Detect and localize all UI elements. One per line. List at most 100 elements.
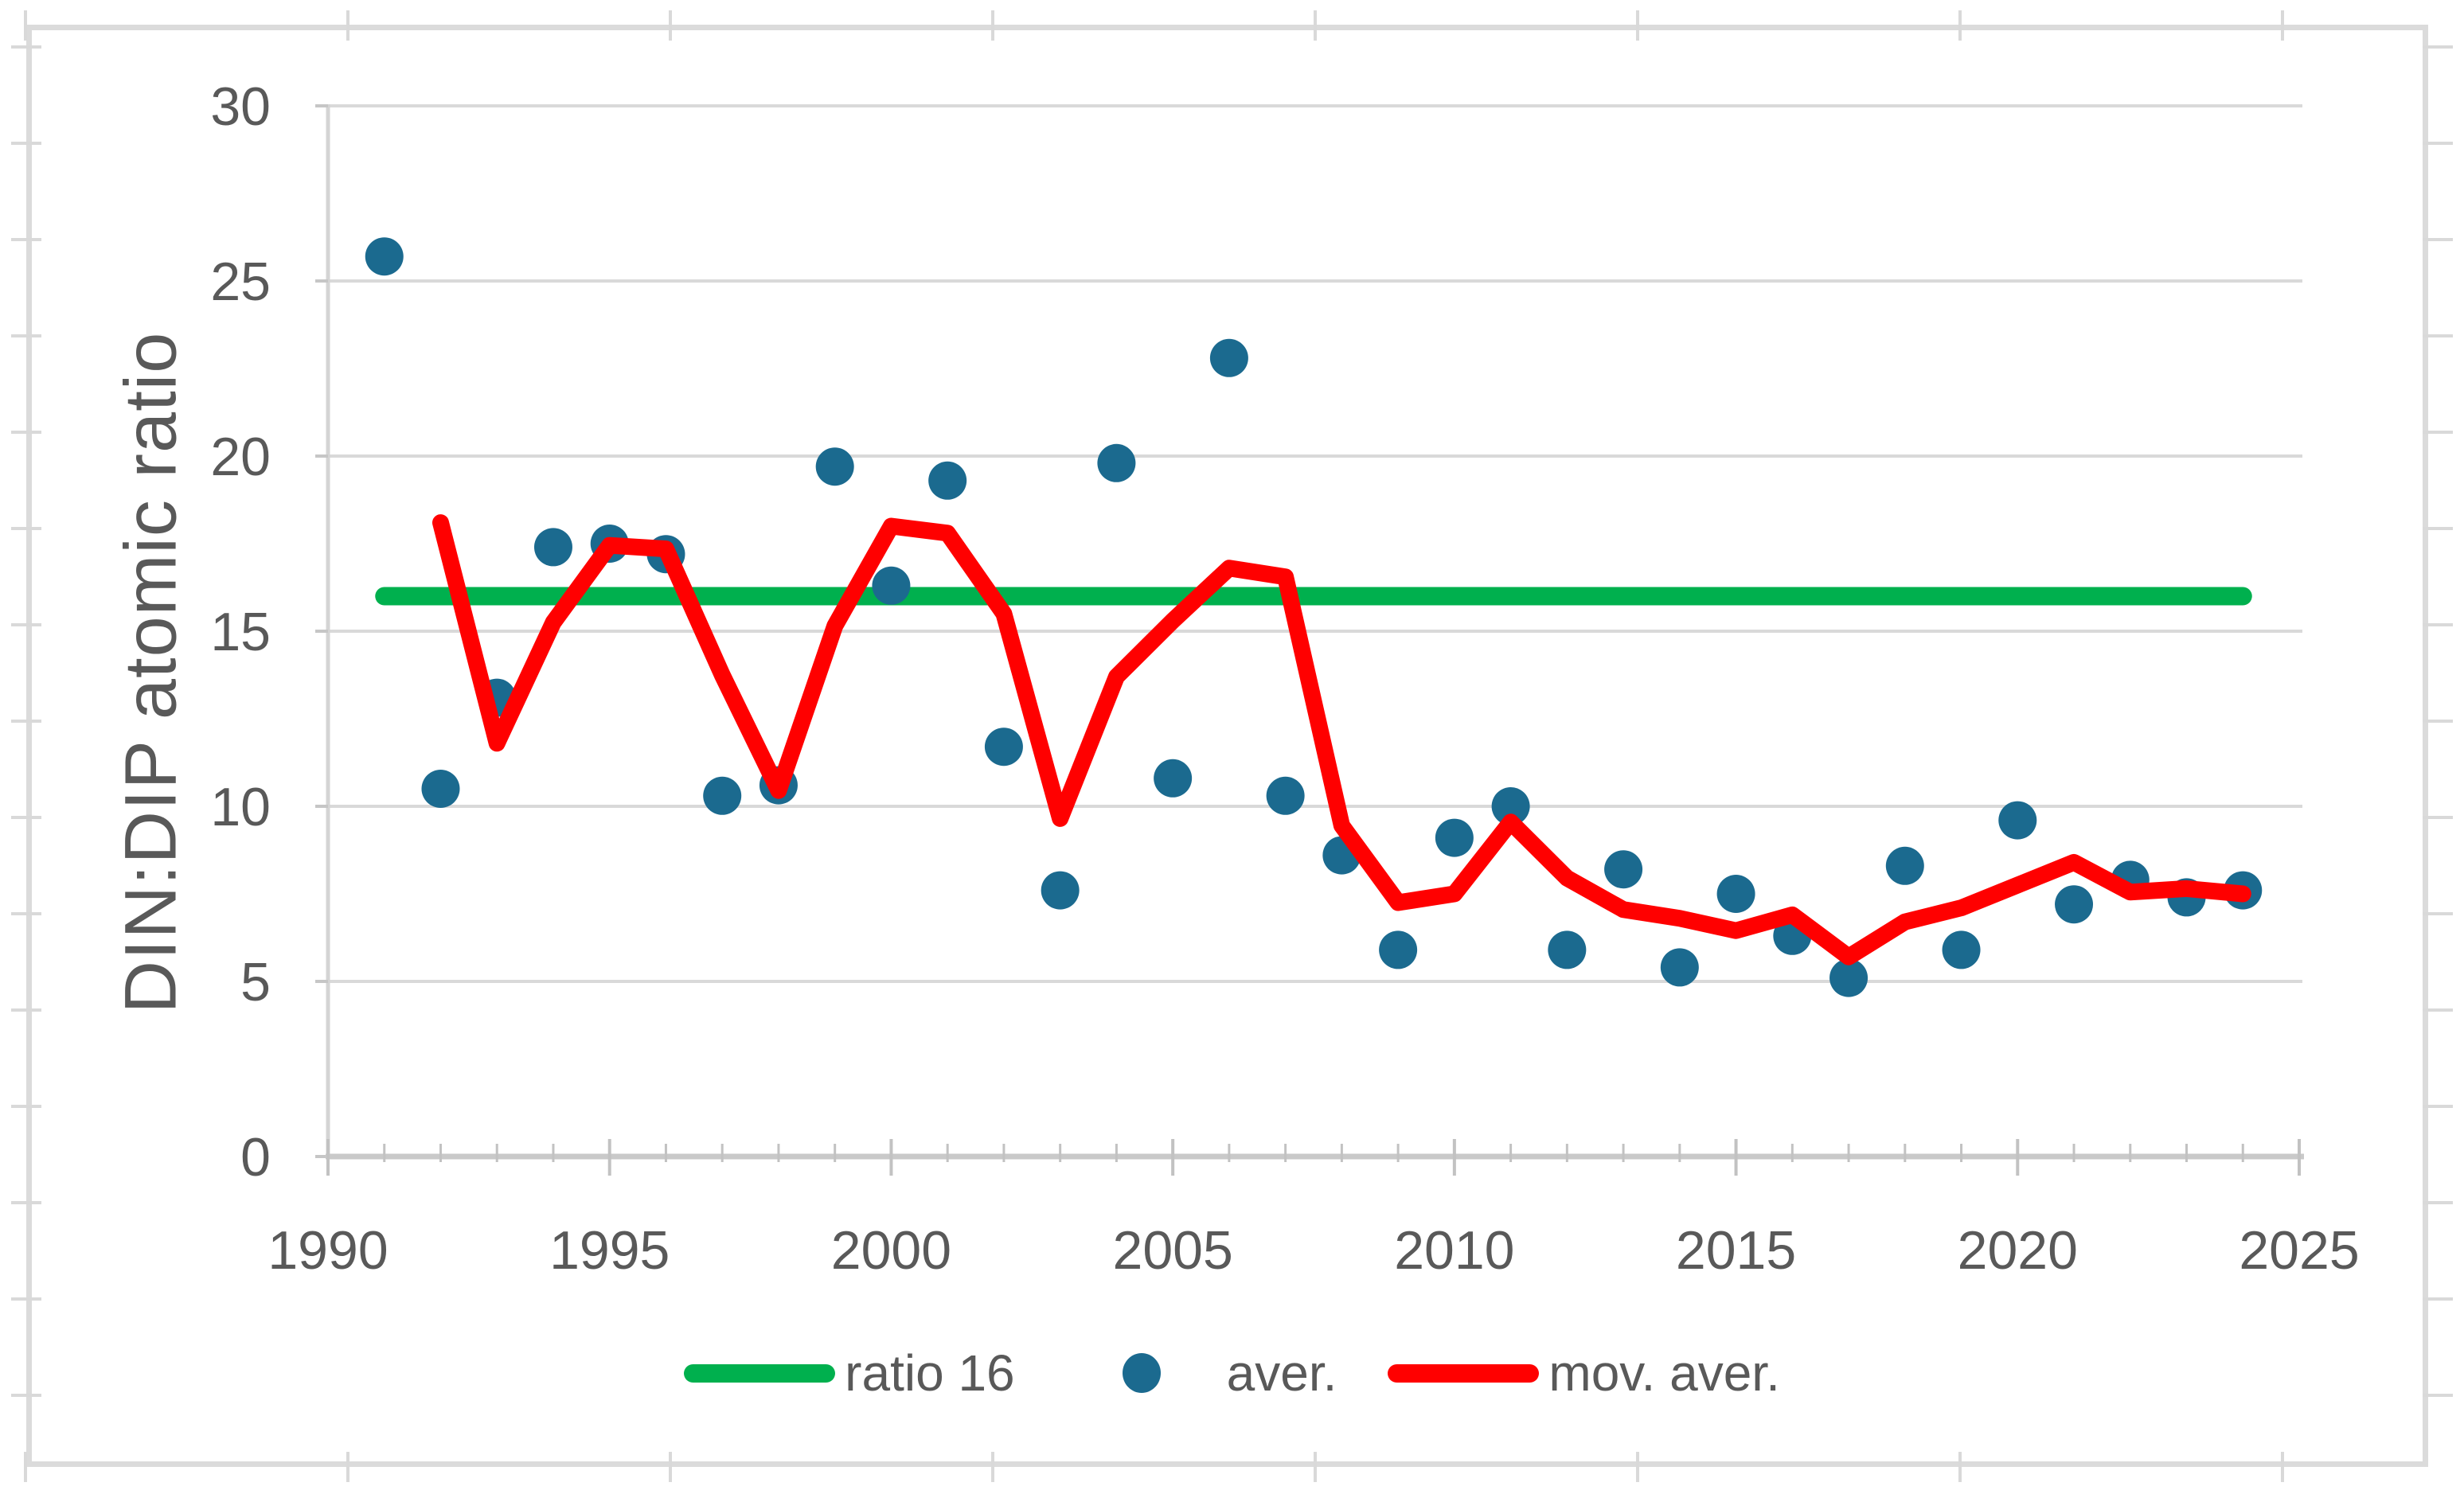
frame-tick xyxy=(2423,720,2453,723)
frame-tick xyxy=(2423,45,2453,49)
frame-tick xyxy=(11,1105,41,1108)
frame-tick xyxy=(1314,1452,1317,1482)
frame-tick xyxy=(24,1452,27,1482)
x-tick-label: 1990 xyxy=(267,1220,388,1281)
data-point xyxy=(1998,801,2037,840)
data-point xyxy=(1266,776,1305,815)
frame-tick xyxy=(1958,10,1962,41)
frame-tick xyxy=(2423,816,2453,819)
data-point xyxy=(1660,948,1699,987)
frame-tick xyxy=(11,45,41,49)
y-tick-label: 15 xyxy=(210,602,271,662)
frame-tick xyxy=(2423,1201,2453,1204)
frame-tick xyxy=(346,10,349,41)
frame-tick xyxy=(24,10,27,41)
y-tick-label: 5 xyxy=(240,952,271,1012)
data-point xyxy=(984,727,1023,767)
frame-tick xyxy=(2423,912,2453,915)
data-point xyxy=(703,776,742,815)
aver-dot-swatch-slot xyxy=(1066,1353,1217,1393)
frame-tick xyxy=(2423,623,2453,626)
y-tick-label: 10 xyxy=(210,777,271,837)
moving-average-line xyxy=(431,514,2251,965)
frame-tick xyxy=(11,527,41,530)
frame-tick xyxy=(991,10,994,41)
legend-label-aver: aver. xyxy=(1226,1344,1337,1402)
data-point xyxy=(1379,930,1418,969)
frame-tick xyxy=(11,1008,41,1012)
data-point xyxy=(1491,787,1530,825)
frame-tick xyxy=(991,1452,994,1482)
x-tick-label: 2015 xyxy=(1676,1220,1796,1281)
y-tick-label: 25 xyxy=(210,252,271,312)
data-point xyxy=(928,461,967,500)
frame-tick xyxy=(1958,1452,1962,1482)
aver-dot-swatch xyxy=(1122,1353,1161,1393)
frame-tick xyxy=(2423,1297,2453,1301)
legend-item-ratio16: ratio 16 xyxy=(684,1344,1015,1402)
legend-label-mov-aver: mov. aver. xyxy=(1548,1344,1780,1402)
frame-tick xyxy=(2423,1008,2453,1012)
frame-tick xyxy=(11,431,41,434)
frame-tick xyxy=(2423,238,2453,241)
x-tick-label: 1995 xyxy=(549,1220,670,1281)
frame-tick xyxy=(2423,431,2453,434)
y-tick-label: 20 xyxy=(210,427,271,487)
data-point xyxy=(1154,759,1193,798)
frame-tick xyxy=(2281,10,2284,41)
frame-tick xyxy=(11,1201,41,1204)
frame-tick xyxy=(11,720,41,723)
x-tick-label: 2000 xyxy=(831,1220,951,1281)
frame-tick xyxy=(11,334,41,337)
data-point xyxy=(872,566,911,605)
frame-tick xyxy=(1636,10,1639,41)
frame-tick xyxy=(1314,10,1317,41)
data-point xyxy=(1097,443,1136,482)
legend-label-ratio16: ratio 16 xyxy=(845,1344,1015,1402)
legend-item-mov-aver: mov. aver. xyxy=(1388,1344,1780,1402)
data-point xyxy=(1716,875,1755,913)
data-point xyxy=(533,528,572,567)
frame-tick xyxy=(11,238,41,241)
frame-tick xyxy=(2423,334,2453,337)
data-point xyxy=(1548,930,1587,969)
x-tick-label: 2010 xyxy=(1394,1220,1514,1281)
frame-tick xyxy=(2423,1105,2453,1108)
x-tick-label: 2025 xyxy=(2239,1220,2359,1281)
frame-tick xyxy=(2423,142,2453,145)
y-tick-label: 30 xyxy=(210,76,271,137)
frame-tick xyxy=(11,142,41,145)
y-axis-title: DIN:DIP atomic ratio xyxy=(110,331,192,1014)
x-tick-label: 2020 xyxy=(1958,1220,2078,1281)
ratio16-line-swatch xyxy=(684,1363,836,1383)
data-point xyxy=(1041,871,1080,910)
canvas-frame xyxy=(26,25,2428,1467)
data-point xyxy=(1829,958,1869,997)
frame-tick xyxy=(2423,1394,2453,1397)
legend: ratio 16 aver. mov. aver. xyxy=(0,1344,2464,1402)
frame-tick xyxy=(11,1297,41,1301)
data-point xyxy=(1604,850,1643,889)
data-point xyxy=(1942,930,1981,969)
x-tick-label: 2005 xyxy=(1113,1220,1233,1281)
frame-tick xyxy=(669,1452,672,1482)
data-point xyxy=(1885,846,1924,885)
data-point xyxy=(2055,885,2094,924)
frame-tick xyxy=(11,623,41,626)
legend-item-aver: aver. xyxy=(1066,1344,1337,1402)
frame-tick xyxy=(346,1452,349,1482)
frame-tick xyxy=(1636,1452,1639,1482)
data-point xyxy=(421,770,460,808)
frame-tick xyxy=(2423,527,2453,530)
frame-tick xyxy=(11,1394,41,1397)
data-point xyxy=(1435,818,1474,857)
data-point xyxy=(365,237,404,276)
frame-tick xyxy=(11,912,41,915)
frame-tick xyxy=(11,816,41,819)
frame-tick xyxy=(2281,1452,2284,1482)
data-point xyxy=(1209,338,1248,377)
data-point xyxy=(815,447,854,486)
frame-tick xyxy=(669,10,672,41)
